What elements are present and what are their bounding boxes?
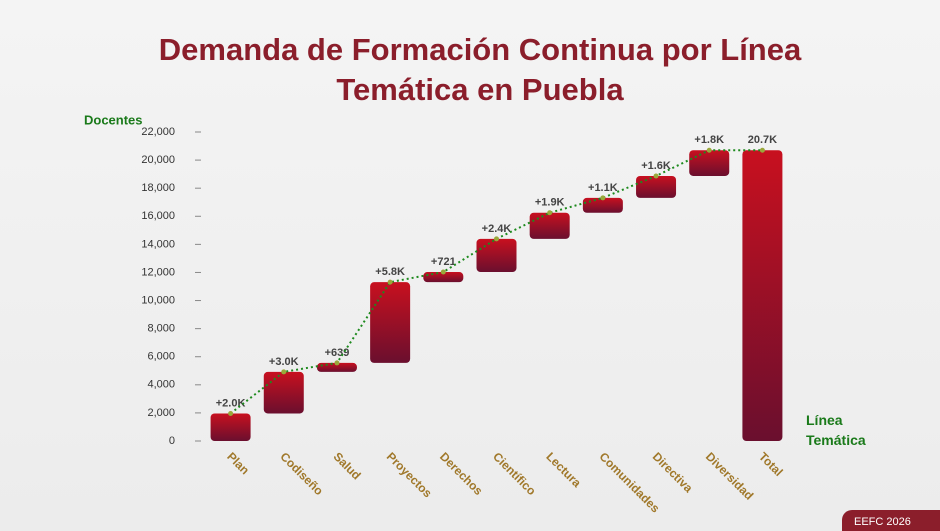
bar — [263, 371, 304, 414]
y-tick-label: 12,000 — [141, 266, 175, 278]
connector-dot — [440, 269, 446, 275]
x-tick-label: Lectura — [543, 449, 584, 490]
y-tick-label: 18,000 — [141, 182, 175, 194]
y-tick-label: 0 — [169, 435, 175, 447]
y-tick-label: 20,000 — [141, 154, 175, 166]
chart-title: Demanda de Formación Continua por Línea … — [158, 32, 802, 107]
value-label: +2.0K — [216, 397, 246, 409]
y-tick-label: 2,000 — [147, 407, 175, 419]
connector-dot — [334, 360, 340, 366]
y-tick-label: 6,000 — [147, 351, 175, 363]
x-tick-label: Derechos — [437, 449, 486, 498]
x-tick-label: Codiseño — [277, 449, 326, 498]
footer-badge: EEFC 2026 — [842, 510, 940, 531]
x-tick-label: Salud — [331, 449, 364, 482]
connector-dot — [706, 147, 712, 153]
y-tick-label: 22,000 — [141, 126, 175, 138]
value-label: +1.8K — [694, 134, 724, 146]
y-tick-label: 4,000 — [147, 379, 175, 391]
connector-dot — [494, 236, 499, 242]
y-axis-title: Docentes — [84, 112, 143, 127]
x-tick-label: Proyectos — [384, 449, 435, 500]
value-label: +5.8K — [375, 266, 405, 278]
x-tick-label: Directiva — [650, 449, 696, 495]
connector-dot — [228, 410, 234, 416]
connector-dot — [653, 173, 659, 179]
connector-dot — [600, 195, 606, 201]
y-tick-label: 8,000 — [147, 323, 175, 335]
x-tick-label: Diversidad — [703, 449, 756, 502]
value-label: +639 — [325, 347, 350, 359]
x-tick-label: Total — [756, 449, 786, 479]
value-label: +1.9K — [535, 197, 565, 209]
bar — [210, 413, 251, 441]
bar — [742, 150, 783, 441]
bar — [636, 175, 677, 198]
value-label: 20.7K — [748, 134, 777, 146]
connector-dot — [387, 279, 393, 285]
value-label: +721 — [431, 256, 456, 268]
bar — [689, 150, 730, 176]
x-tick-label: Científico — [490, 449, 539, 498]
value-label: +1.1K — [588, 182, 618, 194]
connector — [229, 149, 763, 415]
x-tick-label: Plan — [224, 449, 252, 477]
bar — [476, 238, 517, 273]
y-tick-label: 14,000 — [141, 238, 175, 250]
bar — [529, 212, 570, 239]
connector-dot — [547, 210, 553, 216]
y-tick-label: 10,000 — [141, 294, 175, 306]
value-label: +1.6K — [641, 160, 671, 172]
bar — [370, 282, 411, 363]
x-axis-title: Línea Temática — [806, 412, 866, 448]
connector-dot — [281, 369, 287, 375]
value-label: +3.0K — [269, 356, 299, 368]
connector-dot — [759, 147, 765, 153]
value-label: +2.4K — [482, 223, 512, 235]
y-tick-label: 16,000 — [141, 210, 175, 222]
bar — [582, 197, 623, 213]
